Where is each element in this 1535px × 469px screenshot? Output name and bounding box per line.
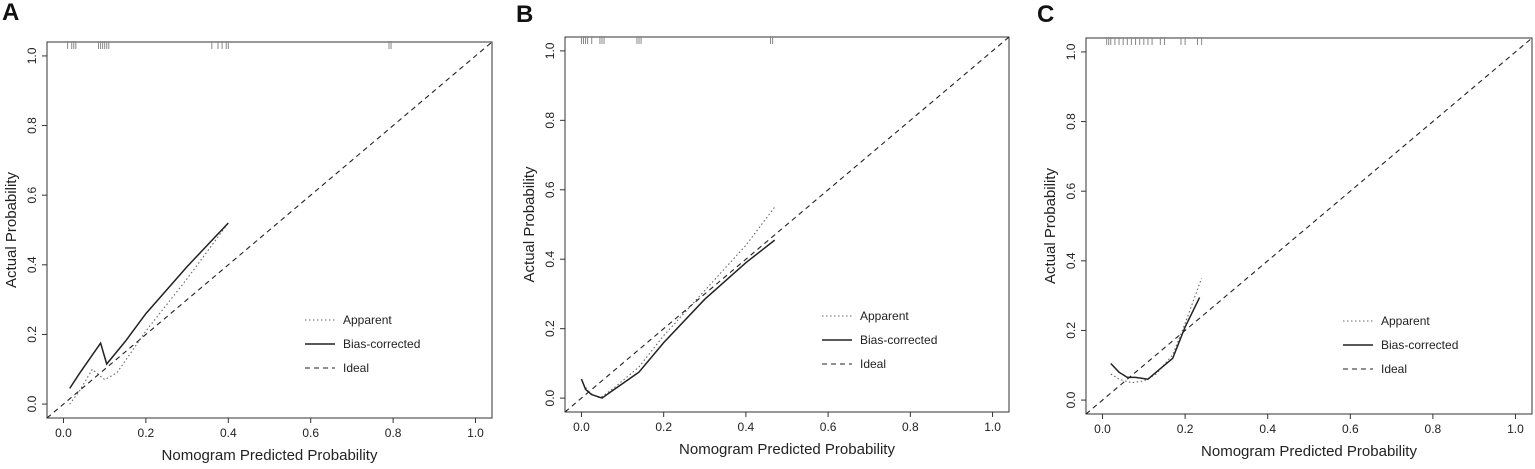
legend-label: Ideal: [1381, 362, 1407, 376]
legend-label: Bias-corrected: [860, 333, 937, 347]
x-tick-label: 0.0: [1094, 422, 1111, 436]
legend-label: Bias-corrected: [343, 337, 420, 351]
legend-label: Apparent: [343, 313, 392, 327]
y-tick-label: 0.0: [543, 389, 557, 406]
x-axis-title: Nomogram Predicted Probability: [1201, 443, 1417, 460]
y-tick-label: 0.4: [1064, 252, 1078, 269]
x-tick-label: 0.8: [1425, 422, 1442, 436]
y-tick-label: 0.2: [1064, 322, 1078, 339]
x-tick-label: 0.4: [1259, 422, 1276, 436]
panel-c: C 0.0 0.2 0.4 0.6 0.8 1.0 0.0 0.2 0.4 0.6 0.8 1.0 No…: [1037, 1, 1533, 460]
legend-label: Bias-corrected: [1381, 338, 1458, 352]
series-line-bias-corrected: [69, 222, 229, 389]
y-tick-label: 1.0: [25, 47, 39, 64]
legend-label: Ideal: [343, 361, 369, 375]
panel-letter-b: B: [516, 1, 533, 28]
y-tick-label: 0.6: [25, 187, 39, 204]
x-tick-label: 1.0: [984, 420, 1001, 434]
plot-frame: [46, 41, 493, 419]
series-line-ideal: [565, 37, 1009, 412]
y-axis-title: Actual Probability: [521, 166, 538, 282]
plot-frame: [564, 36, 1010, 413]
series-line-apparent: [583, 206, 776, 399]
y-tick-label: 0.2: [25, 326, 39, 343]
y-tick-label: 1.0: [543, 42, 557, 59]
panel-letter-a: A: [2, 0, 19, 26]
x-tick-label: 0.4: [220, 426, 237, 440]
y-tick-label: 0.6: [543, 181, 557, 198]
x-tick-label: 0.0: [573, 420, 590, 434]
x-tick-label: 1.0: [1507, 422, 1524, 436]
x-tick-label: 0.2: [138, 426, 155, 440]
y-tick-label: 0.4: [543, 251, 557, 268]
panel-a: A 0.0 0.2 0.4 0.6 0.8 1.0 0.0 0.2 0.4 0.6 0.8 1.0 No…: [2, 0, 493, 464]
legend-label: Apparent: [860, 309, 909, 323]
x-tick-label: 0.0: [55, 426, 72, 440]
legend-label: Apparent: [1381, 314, 1430, 328]
legend-label: Ideal: [860, 357, 886, 371]
panel-letter-c: C: [1037, 1, 1054, 28]
y-tick-label: 0.8: [25, 117, 39, 134]
series-layer: [565, 37, 1009, 412]
y-tick-label: 0.0: [1064, 391, 1078, 408]
y-tick-label: 1.0: [1064, 43, 1078, 60]
panel-b: B 0.0 0.2 0.4 0.6 0.8 1.0 0.0 0.2 0.4 0.6 0.8 1.0 No…: [516, 1, 1010, 458]
x-tick-label: 0.8: [902, 420, 919, 434]
series-line-bias-corrected: [1110, 297, 1201, 380]
series-line-apparent: [69, 222, 229, 405]
y-tick-label: 0.8: [1064, 113, 1078, 130]
y-tick-label: 0.2: [543, 320, 557, 337]
x-tick-label: 0.2: [1177, 422, 1194, 436]
y-tick-label: 0.4: [25, 256, 39, 273]
y-tick-label: 0.0: [25, 395, 39, 412]
series-line-apparent: [1110, 278, 1203, 384]
x-tick-label: 0.6: [1342, 422, 1359, 436]
x-tick-label: 0.6: [820, 420, 837, 434]
y-tick-label: 0.8: [543, 112, 557, 129]
plot-frame: [1085, 37, 1533, 415]
x-tick-label: 0.4: [738, 420, 755, 434]
y-axis-title: Actual Probability: [1042, 168, 1059, 284]
series-line-ideal: [1086, 38, 1532, 414]
series-line-bias-corrected: [580, 239, 776, 399]
x-axis-title: Nomogram Predicted Probability: [679, 441, 895, 458]
series-line-ideal: [47, 42, 492, 418]
x-tick-label: 0.2: [655, 420, 672, 434]
series-layer: [1086, 38, 1532, 414]
series-layer: [47, 42, 492, 418]
x-tick-label: 0.8: [385, 426, 402, 440]
x-axis-title: Nomogram Predicted Probability: [162, 447, 378, 464]
y-axis-title: Actual Probability: [3, 172, 20, 288]
x-tick-label: 0.6: [302, 426, 319, 440]
x-tick-label: 1.0: [467, 426, 484, 440]
y-tick-label: 0.6: [1064, 183, 1078, 200]
